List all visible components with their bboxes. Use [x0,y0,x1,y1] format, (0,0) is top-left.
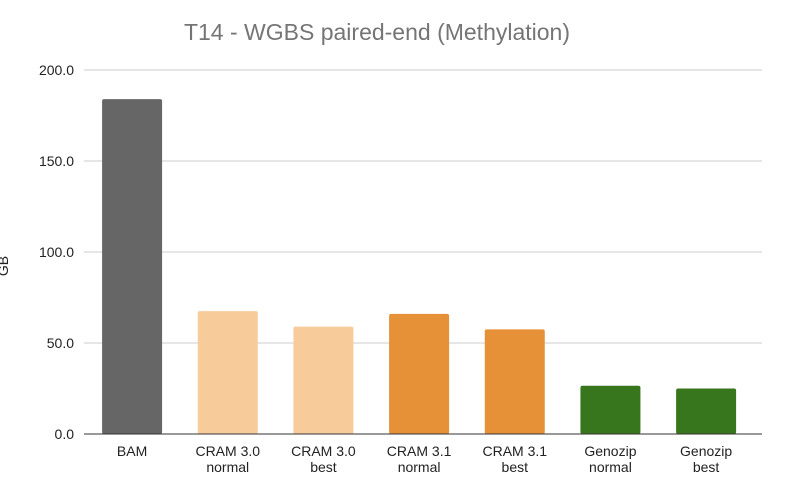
y-tick-label: 50.0 [47,335,74,351]
x-tick-label: best [693,459,720,475]
x-tick-label: normal [398,459,441,475]
y-tick-label: 100.0 [39,244,74,260]
x-tick-label: normal [589,459,632,475]
y-tick-label: 200.0 [39,62,74,78]
x-tick-label: CRAM 3.0 [291,443,356,459]
bar [484,329,545,434]
x-tick-label: CRAM 3.1 [387,443,452,459]
y-tick-label: 150.0 [39,153,74,169]
bar [580,385,641,434]
x-tick-label: CRAM 3.1 [482,443,547,459]
bar [197,311,258,434]
y-tick-label: 0.0 [55,426,75,442]
x-tick-label: normal [206,459,249,475]
y-axis-label: GB [0,256,11,276]
x-tick-label: Genozip [680,443,732,459]
bar [389,313,450,434]
x-tick-label: Genozip [584,443,636,459]
chart-title: T14 - WGBS paired-end (Methylation) [184,19,570,45]
bar [293,326,354,434]
x-tick-label: BAM [117,443,147,459]
x-tick-label: CRAM 3.0 [195,443,260,459]
bar [102,99,163,435]
gridlines [84,69,762,344]
bars [102,99,737,435]
x-tick-label: best [502,459,529,475]
x-tick-label: best [310,459,337,475]
bar [676,388,737,434]
y-axis-ticks: 0.0 50.0 100.0 150.0 200.0 [39,62,74,442]
